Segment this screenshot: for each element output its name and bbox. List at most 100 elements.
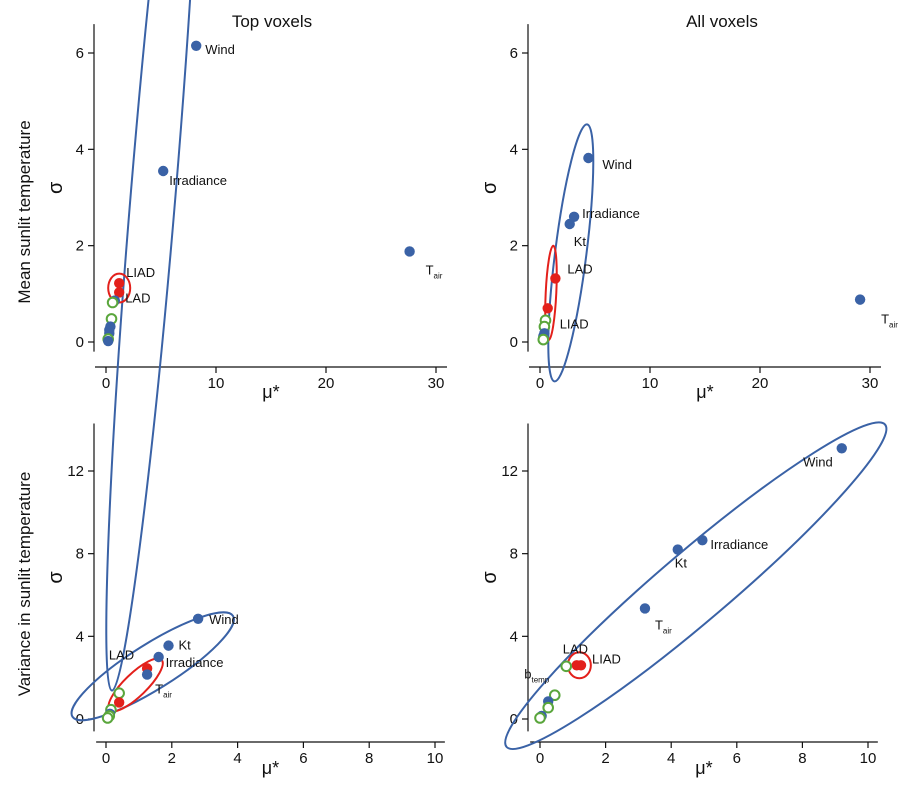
data-point-open [548,689,561,702]
y-tick-label: 2 [76,238,84,255]
data-point-blue [672,544,683,555]
x-axis-title: μ* [262,382,279,402]
x-tick-label: 0 [102,375,110,392]
y-axis-title: σ [45,181,67,194]
data-point-red [113,697,125,708]
point-label: LIAD [592,651,621,666]
point-label: Irradiance [710,537,768,552]
y-tick-label: 4 [76,628,84,645]
y-tick-label: 4 [76,141,84,158]
column-title-all-voxels: All voxels [686,12,758,31]
x-tick-label: 0 [536,750,544,767]
data-point-red [114,287,125,298]
y-tick-label: 4 [510,628,518,645]
x-tick-label: 20 [318,375,335,392]
y-tick-label: 12 [501,463,518,480]
data-point-red [571,660,582,671]
data-point-blue [141,669,153,680]
point-label: Wind [205,42,235,57]
x-tick-label: 4 [667,750,675,767]
data-point-blue [192,613,204,624]
x-tick-label: 30 [862,375,879,392]
x-tick-label: 10 [642,375,659,392]
data-point-blue [854,294,866,305]
y-tick-label: 8 [76,546,84,563]
x-axis-title: μ* [695,758,712,778]
blue-ellipse [105,0,202,692]
data-point-blue [103,335,114,347]
blue-ellipse [547,123,595,383]
y-tick-label: 12 [67,463,84,480]
y-tick-label: 8 [510,546,518,563]
point-label-subscript: air [663,626,672,635]
x-tick-label: 2 [601,750,609,767]
y-tick-label: 4 [510,141,518,158]
point-label: LIAD [560,316,589,331]
x-tick-label: 10 [860,750,877,767]
data-point-blue [153,651,164,663]
data-point-blue [697,535,708,546]
x-tick-label: 8 [365,750,373,767]
data-point-blue [639,603,651,614]
point-label: LAD [109,647,134,662]
data-point-blue [404,246,415,257]
point-label: Tair [155,682,172,700]
data-point-blue [158,165,169,177]
data-point-open [113,687,125,699]
x-tick-label: 6 [299,750,307,767]
data-point-blue [191,40,202,51]
panel-top-left: 0 10 20 30 0 2 4 6 μ* σ Wind Irradiance Tair LIAD LAD [45,0,447,692]
y-axis-title: σ [479,571,501,584]
y-tick-label: 0 [510,711,518,728]
x-axis-title: μ* [262,758,279,778]
point-label: Irradiance [582,206,640,221]
x-tick-label: 8 [798,750,806,767]
point-label: Wind [602,157,632,172]
point-label: Kt [574,234,587,249]
y-axis-title: σ [45,571,67,584]
data-point-blue [583,152,594,164]
point-label: Kt [675,556,688,571]
data-point-open [537,333,550,346]
x-tick-label: 0 [102,750,110,767]
point-label-subscript: air [434,271,443,280]
point-label-subscript: air [889,321,898,330]
point-label: Wind [803,454,833,469]
x-tick-label: 10 [208,375,225,392]
x-tick-label: 6 [733,750,741,767]
y-axis-title: σ [479,181,501,194]
point-label: LIAD [126,265,155,280]
row-label-mean: Mean sunlit temperature [15,120,34,303]
panel-bottom-right: 0 2 4 6 8 10 0 4 8 12 μ* σ Wind Irradiance Kt Tair LIAD L… [479,421,888,778]
data-point-red [114,278,125,289]
point-label: Tair [655,617,672,635]
data-point-red [550,273,561,284]
x-axis-title: μ* [696,382,713,402]
data-point-red [542,303,553,314]
data-point-open [534,712,546,724]
point-label-subscript: air [163,691,172,700]
blue-ellipse [504,421,888,751]
data-point-blue [163,640,174,651]
y-tick-label: 6 [76,45,84,62]
data-point-open [560,660,573,673]
x-tick-label: 30 [428,375,445,392]
point-label: Tair [881,312,898,330]
point-label: LAD [563,641,588,656]
data-point-blue [836,443,847,454]
x-tick-label: 0 [536,375,544,392]
x-tick-label: 4 [233,750,241,767]
point-label: Kt [179,638,192,653]
point-label: LAD [125,290,150,305]
row-label-variance: Variance in sunlit temperature [15,472,34,697]
point-label-subscript: temp [531,675,549,684]
x-tick-label: 20 [752,375,769,392]
column-title-top-voxels: Top voxels [232,12,312,31]
point-label: Irradiance [166,655,224,670]
data-point-open [106,296,119,309]
point-label: Irradiance [169,173,227,188]
point-label: LAD [567,261,592,276]
data-point-open [101,712,114,724]
